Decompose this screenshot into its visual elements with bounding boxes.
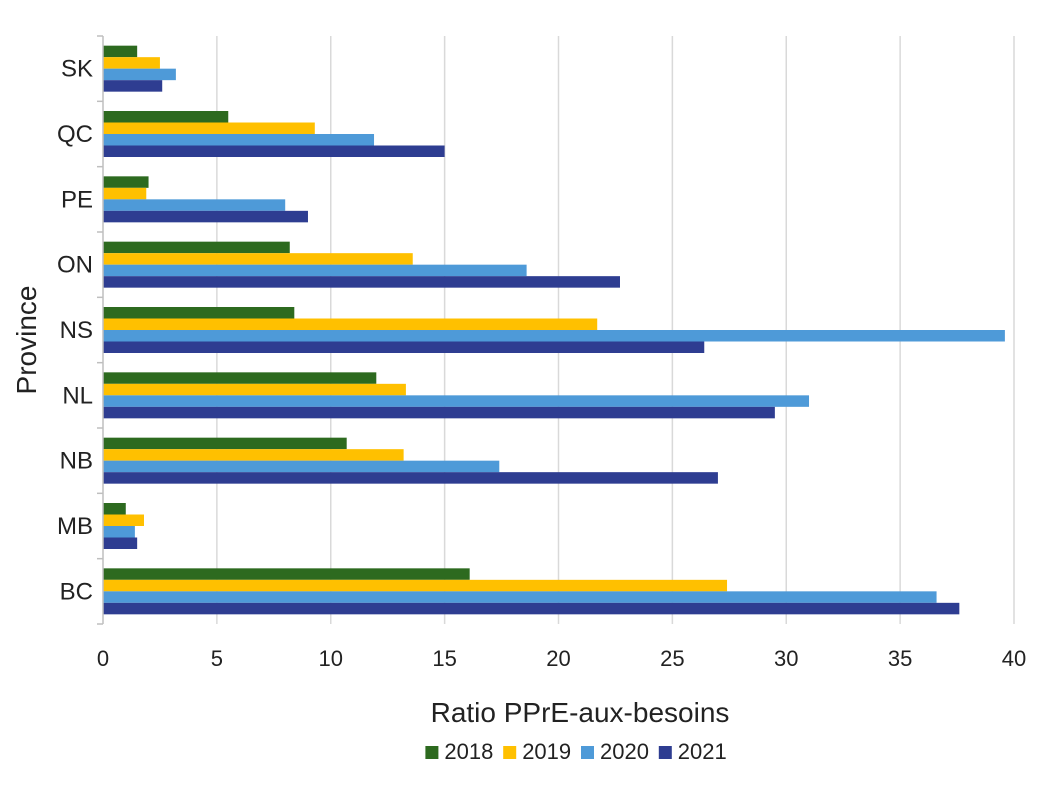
bar-qc-2019 xyxy=(103,122,315,134)
bar-on-2020 xyxy=(103,264,527,277)
y-axis-title: Province xyxy=(11,286,42,395)
x-axis-title: Ratio PPrE-aux-besoins xyxy=(431,697,730,728)
x-tick-label: 30 xyxy=(774,646,798,671)
y-category-label: NL xyxy=(62,382,93,409)
legend-label: 2018 xyxy=(444,739,493,764)
bar-pe-2021 xyxy=(103,210,308,223)
legend-item-2020: 2020 xyxy=(581,739,649,764)
legend-label: 2019 xyxy=(522,739,571,764)
bar-sk-2020 xyxy=(103,68,176,81)
bar-ns-2018 xyxy=(103,307,295,319)
y-category-label: PE xyxy=(61,186,93,213)
legend-item-2019: 2019 xyxy=(503,739,571,764)
bar-nb-2018 xyxy=(103,437,347,450)
bar-on-2018 xyxy=(103,241,290,254)
y-category-label: NS xyxy=(60,317,93,344)
bar-ns-2021 xyxy=(103,341,705,353)
y-category-label: MB xyxy=(57,513,93,540)
x-tick-label: 25 xyxy=(660,646,684,671)
legend-swatch xyxy=(503,746,517,759)
bar-qc-2021 xyxy=(103,145,445,157)
bar-mb-2019 xyxy=(103,514,144,526)
bar-nb-2020 xyxy=(103,460,500,473)
legend: 2018 2019 2020 2021 xyxy=(425,739,727,764)
x-tick-label: 15 xyxy=(432,646,456,671)
bar-qc-2020 xyxy=(103,134,375,146)
bar-sk-2019 xyxy=(103,57,160,69)
y-category-label: SK xyxy=(61,56,93,83)
bar-qc-2018 xyxy=(103,111,229,123)
x-tick-label: 20 xyxy=(546,646,570,671)
axes: 0 5 10 15 20 25 30 35 40 SK QC PE ON NS NL NB MB BC xyxy=(57,35,1026,671)
legend-label: 2021 xyxy=(678,739,727,764)
legend-label: 2020 xyxy=(600,739,649,764)
bar-nl-2019 xyxy=(103,383,406,396)
bar-mb-2021 xyxy=(103,537,138,549)
bar-ns-2019 xyxy=(103,318,598,330)
legend-item-2021: 2021 xyxy=(658,739,727,764)
bar-nl-2021 xyxy=(103,406,775,419)
x-tick-label: 35 xyxy=(888,646,912,671)
legend-swatch xyxy=(658,746,672,759)
bar-bc-2020 xyxy=(103,591,937,603)
legend-item-2018: 2018 xyxy=(425,739,493,764)
bar-bc-2018 xyxy=(103,568,470,580)
x-tick-label: 5 xyxy=(211,646,223,671)
bar-ns-2020 xyxy=(103,330,1005,342)
bar-pe-2019 xyxy=(103,187,147,200)
bar-pe-2018 xyxy=(103,176,149,188)
bar-on-2019 xyxy=(103,253,413,265)
x-tick-label: 40 xyxy=(1002,646,1026,671)
bar-pe-2020 xyxy=(103,199,286,211)
y-category-label: QC xyxy=(57,121,93,148)
bar-mb-2020 xyxy=(103,526,135,538)
bar-sk-2021 xyxy=(103,80,163,92)
bar-bc-2021 xyxy=(103,602,960,615)
bar-nl-2018 xyxy=(103,372,377,384)
bar-bc-2019 xyxy=(103,579,728,592)
bar-nb-2021 xyxy=(103,472,718,484)
bar-nb-2019 xyxy=(103,449,404,461)
bar-nl-2020 xyxy=(103,395,810,407)
bars xyxy=(103,45,1005,615)
legend-swatch xyxy=(581,746,594,759)
y-category-label: NB xyxy=(60,448,93,475)
y-category-label: ON xyxy=(57,252,93,279)
x-tick-label: 0 xyxy=(97,646,109,671)
bar-on-2021 xyxy=(103,276,620,288)
legend-swatch xyxy=(425,746,439,759)
y-category-label: BC xyxy=(60,578,93,605)
x-tick-label: 10 xyxy=(319,646,343,671)
bar-mb-2018 xyxy=(103,503,126,515)
bar-sk-2018 xyxy=(103,45,138,58)
